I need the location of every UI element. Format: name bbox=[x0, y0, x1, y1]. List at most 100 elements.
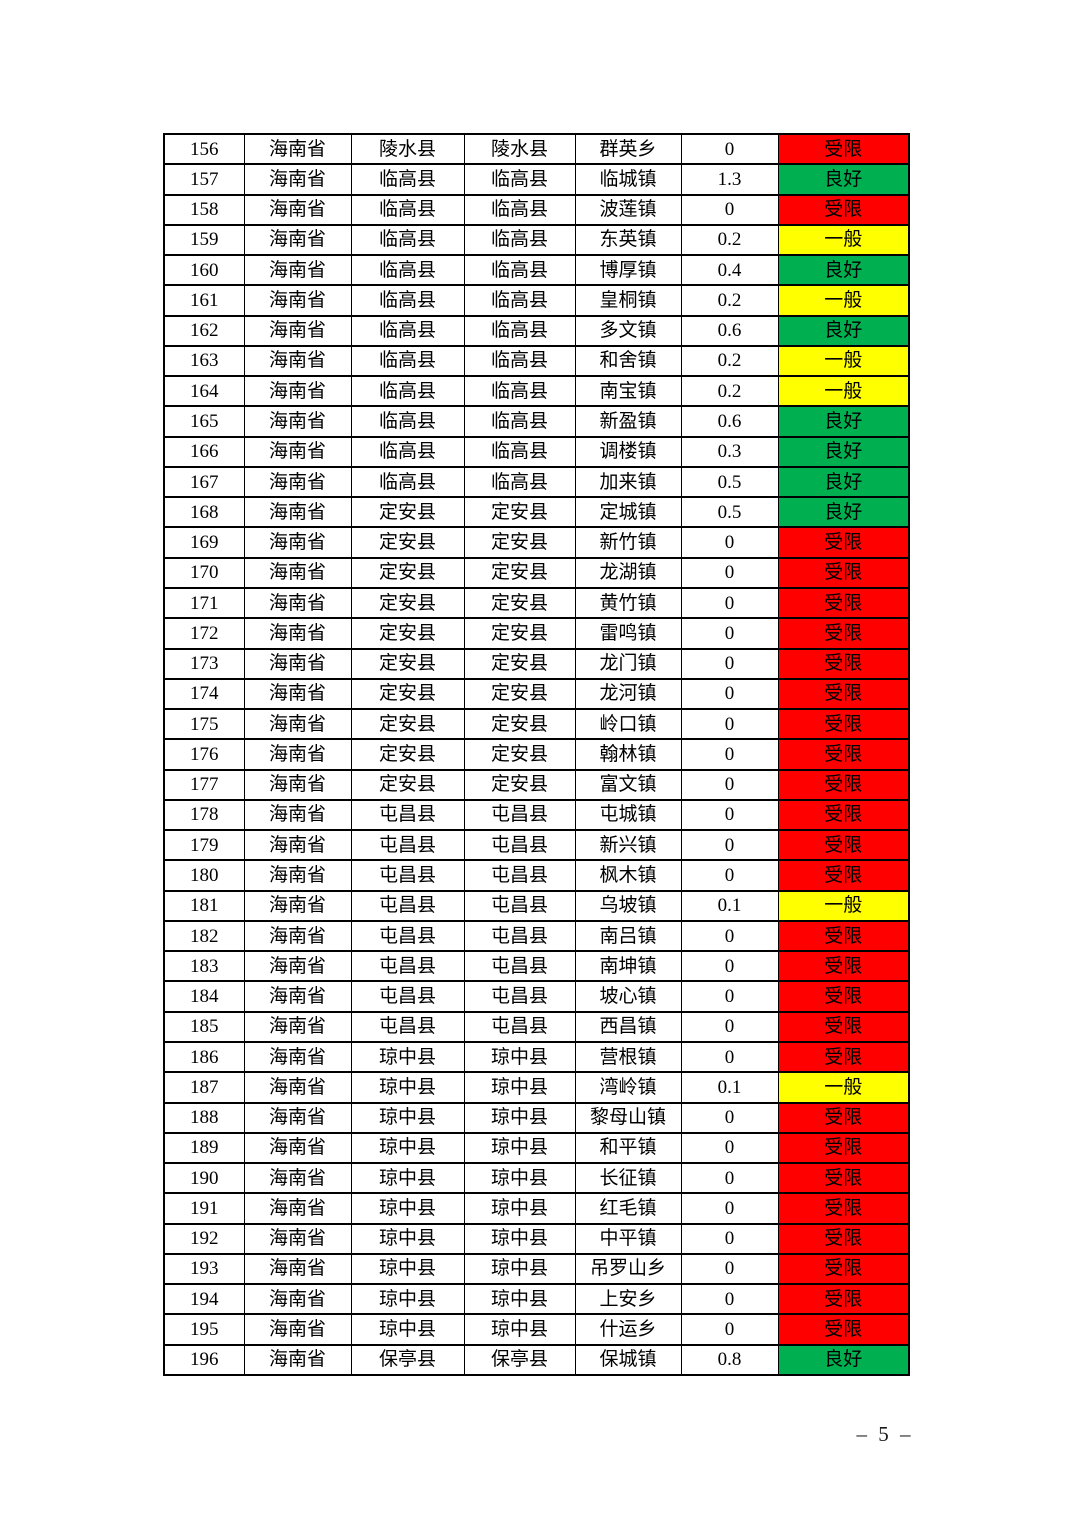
county-cell: 琼中县 bbox=[463, 1283, 576, 1316]
town-cell: 屯城镇 bbox=[574, 798, 682, 832]
city-cell: 定安县 bbox=[350, 738, 465, 771]
value-cell: 0.6 bbox=[680, 314, 779, 347]
table-row: 163 海南省 临高县 临高县 和舍镇 0.2 一般 bbox=[163, 344, 910, 378]
table-row: 186 海南省 琼中县 琼中县 营根镇 0 受限 bbox=[163, 1040, 910, 1074]
province-cell: 海南省 bbox=[243, 1283, 352, 1316]
county-cell: 定安县 bbox=[463, 526, 576, 559]
town-cell: 枫木镇 bbox=[574, 859, 682, 892]
province-cell: 海南省 bbox=[243, 889, 352, 922]
table-row: 190 海南省 琼中县 琼中县 长征镇 0 受限 bbox=[163, 1162, 910, 1195]
value-cell: 0.2 bbox=[680, 375, 779, 408]
town-cell: 营根镇 bbox=[574, 1040, 682, 1074]
county-cell: 陵水县 bbox=[463, 132, 576, 166]
province-cell: 海南省 bbox=[243, 1343, 352, 1377]
row-number-cell: 190 bbox=[163, 1162, 245, 1195]
county-cell: 琼中县 bbox=[463, 1252, 576, 1286]
province-cell: 海南省 bbox=[243, 1040, 352, 1074]
status-badge: 良好 bbox=[777, 496, 910, 529]
table-row: 187 海南省 琼中县 琼中县 湾岭镇 0.1 一般 bbox=[163, 1071, 910, 1104]
city-cell: 临高县 bbox=[350, 223, 465, 257]
county-cell: 临高县 bbox=[463, 254, 576, 287]
city-cell: 定安县 bbox=[350, 647, 465, 680]
page-number: – 5 – bbox=[856, 1422, 914, 1446]
county-cell: 定安县 bbox=[463, 556, 576, 589]
province-cell: 海南省 bbox=[243, 405, 352, 438]
county-cell: 琼中县 bbox=[463, 1222, 576, 1255]
city-cell: 定安县 bbox=[350, 768, 465, 801]
town-cell: 和平镇 bbox=[574, 1131, 682, 1165]
city-cell: 临高县 bbox=[350, 284, 465, 317]
status-badge: 受限 bbox=[777, 1192, 910, 1225]
value-cell: 0 bbox=[680, 859, 779, 892]
town-cell: 坡心镇 bbox=[574, 980, 682, 1013]
town-cell: 和舍镇 bbox=[574, 344, 682, 378]
town-cell: 南坤镇 bbox=[574, 950, 682, 983]
towns-status-table: 156 海南省 陵水县 陵水县 群英乡 0 受限 157 海南省 临高县 临高县 临城镇 1.3 良好 15… bbox=[163, 132, 910, 1377]
city-cell: 陵水县 bbox=[350, 132, 465, 166]
city-cell: 定安县 bbox=[350, 677, 465, 711]
value-cell: 0.5 bbox=[680, 465, 779, 499]
province-cell: 海南省 bbox=[243, 1222, 352, 1255]
town-cell: 黎母山镇 bbox=[574, 1101, 682, 1134]
status-badge: 受限 bbox=[777, 1252, 910, 1286]
row-number-cell: 167 bbox=[163, 465, 245, 499]
province-cell: 海南省 bbox=[243, 1192, 352, 1225]
table-row: 189 海南省 琼中县 琼中县 和平镇 0 受限 bbox=[163, 1131, 910, 1165]
county-cell: 临高县 bbox=[463, 375, 576, 408]
row-number-cell: 183 bbox=[163, 950, 245, 983]
town-cell: 新盈镇 bbox=[574, 405, 682, 438]
county-cell: 临高县 bbox=[463, 314, 576, 347]
town-cell: 长征镇 bbox=[574, 1162, 682, 1195]
county-cell: 临高县 bbox=[463, 163, 576, 196]
row-number-cell: 171 bbox=[163, 586, 245, 620]
province-cell: 海南省 bbox=[243, 496, 352, 529]
status-badge: 受限 bbox=[777, 647, 910, 680]
town-cell: 调楼镇 bbox=[574, 435, 682, 468]
table-row: 175 海南省 定安县 定安县 岭口镇 0 受限 bbox=[163, 708, 910, 741]
county-cell: 屯昌县 bbox=[463, 889, 576, 922]
province-cell: 海南省 bbox=[243, 1071, 352, 1104]
status-badge: 受限 bbox=[777, 1010, 910, 1043]
town-cell: 岭口镇 bbox=[574, 708, 682, 741]
city-cell: 琼中县 bbox=[350, 1162, 465, 1195]
value-cell: 0 bbox=[680, 738, 779, 771]
status-badge: 受限 bbox=[777, 1283, 910, 1316]
city-cell: 临高县 bbox=[350, 435, 465, 468]
county-cell: 定安县 bbox=[463, 617, 576, 650]
county-cell: 定安县 bbox=[463, 738, 576, 771]
value-cell: 0 bbox=[680, 1222, 779, 1255]
status-badge: 受限 bbox=[777, 768, 910, 801]
status-badge: 一般 bbox=[777, 1071, 910, 1104]
town-cell: 波莲镇 bbox=[574, 193, 682, 226]
status-badge: 良好 bbox=[777, 405, 910, 438]
table-row: 180 海南省 屯昌县 屯昌县 枫木镇 0 受限 bbox=[163, 859, 910, 892]
town-cell: 定城镇 bbox=[574, 496, 682, 529]
row-number-cell: 170 bbox=[163, 556, 245, 589]
town-cell: 博厚镇 bbox=[574, 254, 682, 287]
table-row: 184 海南省 屯昌县 屯昌县 坡心镇 0 受限 bbox=[163, 980, 910, 1013]
province-cell: 海南省 bbox=[243, 919, 352, 953]
city-cell: 琼中县 bbox=[350, 1101, 465, 1134]
county-cell: 临高县 bbox=[463, 465, 576, 499]
province-cell: 海南省 bbox=[243, 798, 352, 832]
table-row: 179 海南省 屯昌县 屯昌县 新兴镇 0 受限 bbox=[163, 829, 910, 862]
value-cell: 0 bbox=[680, 980, 779, 1013]
table-row: 188 海南省 琼中县 琼中县 黎母山镇 0 受限 bbox=[163, 1101, 910, 1134]
table-row: 176 海南省 定安县 定安县 翰林镇 0 受限 bbox=[163, 738, 910, 771]
row-number-cell: 184 bbox=[163, 980, 245, 1013]
row-number-cell: 174 bbox=[163, 677, 245, 711]
row-number-cell: 160 bbox=[163, 254, 245, 287]
status-badge: 受限 bbox=[777, 1040, 910, 1074]
value-cell: 0 bbox=[680, 132, 779, 166]
row-number-cell: 179 bbox=[163, 829, 245, 862]
province-cell: 海南省 bbox=[243, 1010, 352, 1043]
status-badge: 受限 bbox=[777, 708, 910, 741]
status-badge: 受限 bbox=[777, 586, 910, 620]
county-cell: 屯昌县 bbox=[463, 919, 576, 953]
province-cell: 海南省 bbox=[243, 1162, 352, 1195]
city-cell: 屯昌县 bbox=[350, 889, 465, 922]
row-number-cell: 166 bbox=[163, 435, 245, 468]
city-cell: 琼中县 bbox=[350, 1192, 465, 1225]
city-cell: 琼中县 bbox=[350, 1071, 465, 1104]
city-cell: 定安县 bbox=[350, 617, 465, 650]
